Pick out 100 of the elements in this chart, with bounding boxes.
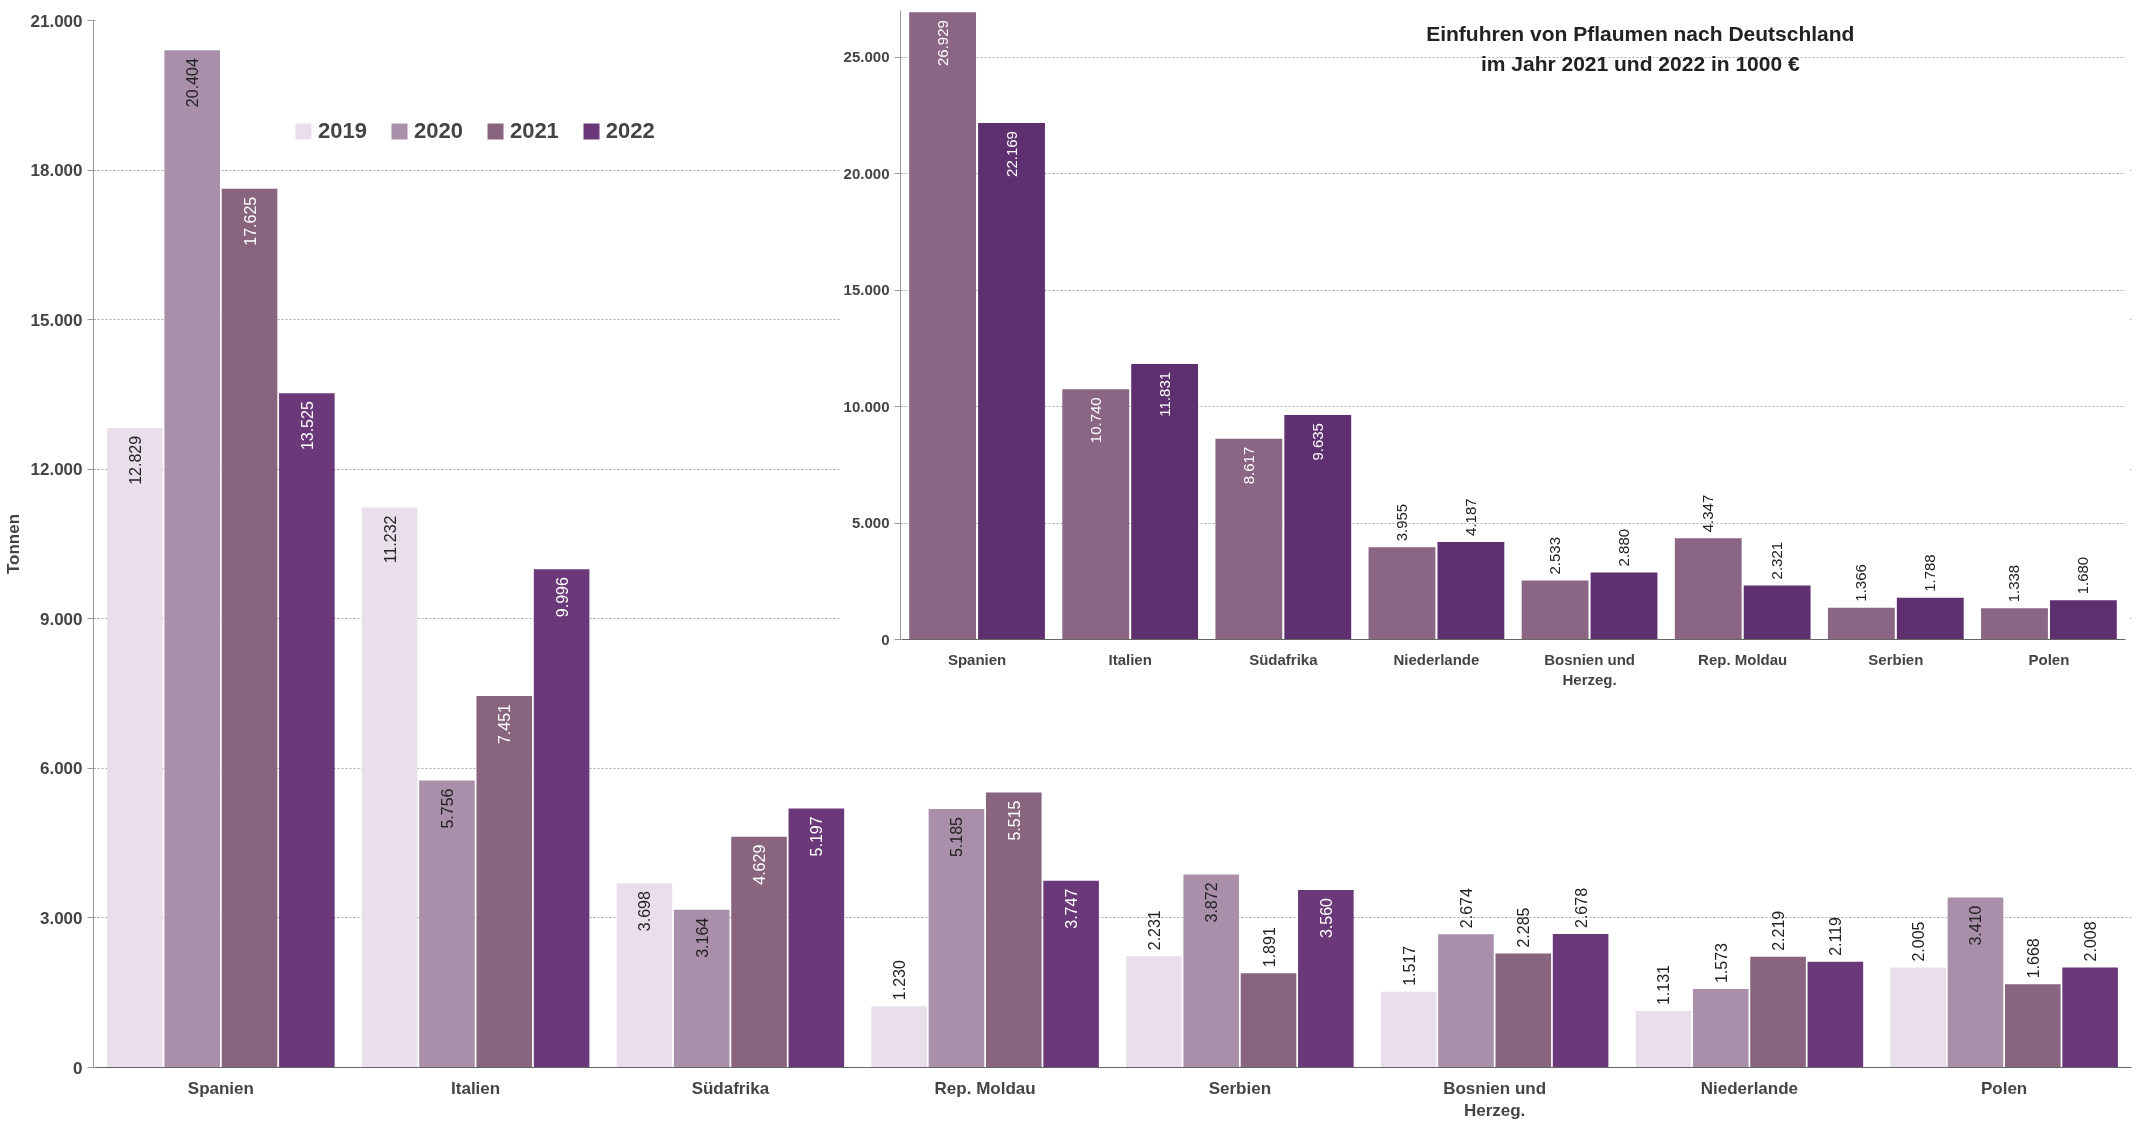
bar — [1215, 438, 1283, 640]
y-tick-label: 18.000 — [30, 161, 83, 181]
bar — [361, 507, 418, 1068]
x-tick-label: Bosnien und Herzeg. — [1544, 650, 1635, 688]
y-axis-title: Tonnen — [3, 513, 23, 575]
y-tick-label: 20.000 — [843, 164, 890, 182]
data-label: 3.164 — [693, 917, 711, 958]
data-label: 1.788 — [1921, 554, 1939, 592]
bar — [1062, 389, 1130, 640]
bar — [1590, 572, 1658, 640]
bar — [1183, 874, 1240, 1068]
y-tick-label: 0 — [881, 630, 890, 648]
bar — [1298, 890, 1354, 1068]
x-tick-label: Niederlande — [1700, 1078, 1799, 1098]
bar — [107, 427, 163, 1068]
y-tick-label: 9.000 — [39, 609, 83, 629]
data-label: 12.829 — [126, 435, 144, 485]
bar — [1437, 541, 1505, 640]
bar — [476, 696, 533, 1068]
legend-label: 2021 — [509, 118, 559, 144]
data-label: 2.321 — [1768, 541, 1786, 580]
x-tick-label: Spanien — [187, 1078, 254, 1098]
data-label: 3.560 — [1317, 897, 1335, 939]
data-label: 3.872 — [1203, 882, 1221, 923]
bar — [164, 50, 221, 1068]
bar — [1743, 585, 1811, 640]
data-label: 9.996 — [553, 577, 571, 618]
x-tick-label: Südafrika — [1249, 650, 1319, 668]
data-label: 3.410 — [1967, 905, 1985, 946]
data-label: 4.187 — [1461, 498, 1479, 536]
bar — [1827, 607, 1895, 640]
data-label: 1.517 — [1400, 945, 1418, 986]
bar — [871, 1006, 927, 1068]
data-label: 1.891 — [1260, 927, 1278, 968]
x-tick-label: Italien — [451, 1078, 501, 1098]
bar — [1043, 880, 1099, 1068]
data-label: 17.625 — [241, 196, 259, 246]
bar — [2049, 600, 2117, 640]
data-label: 2.678 — [1572, 887, 1590, 928]
bar — [788, 808, 845, 1068]
bar — [928, 808, 985, 1068]
bar — [1380, 991, 1437, 1068]
x-tick-label: Serbien — [1868, 650, 1924, 668]
x-tick-label: Italien — [1108, 650, 1152, 668]
bar — [1674, 538, 1742, 640]
data-label: 11.232 — [381, 515, 399, 564]
x-tick-label: Polen — [1980, 1078, 2028, 1098]
data-label: 5.197 — [808, 816, 826, 857]
data-label: 8.617 — [1239, 446, 1257, 485]
bar — [985, 792, 1042, 1068]
x-tick-label: Spanien — [947, 650, 1007, 668]
bar — [1495, 953, 1552, 1068]
data-label: 5.515 — [1005, 800, 1023, 841]
y-tick-label: 6.000 — [39, 759, 83, 779]
bar — [279, 393, 335, 1068]
y-tick-label: 0 — [73, 1058, 83, 1078]
bar — [419, 780, 475, 1068]
data-label: 4.347 — [1699, 494, 1717, 533]
data-label: 1.338 — [2005, 564, 2023, 603]
data-label: 2.005 — [1910, 921, 1928, 962]
bar — [1131, 363, 1199, 640]
data-label: 20.404 — [184, 58, 202, 108]
data-label: 3.955 — [1392, 503, 1410, 542]
y-tick-label: 10.000 — [843, 397, 890, 415]
data-label: 5.756 — [438, 788, 456, 829]
data-label: 2.231 — [1145, 910, 1163, 951]
bar — [1284, 415, 1352, 640]
bar — [1126, 956, 1182, 1068]
data-label: 13.525 — [298, 401, 316, 451]
bar — [1635, 1011, 1692, 1068]
data-label: 3.747 — [1063, 888, 1081, 929]
bar — [1947, 897, 2004, 1068]
bar — [2062, 967, 2118, 1068]
y-tick-label: 21.000 — [30, 11, 83, 31]
data-label: 1.131 — [1655, 964, 1673, 1006]
data-label: 1.230 — [891, 960, 909, 1001]
legend-label: 2020 — [413, 118, 463, 144]
data-label: 1.680 — [2074, 556, 2092, 595]
y-tick-label: 3.000 — [39, 908, 83, 928]
y-tick-label: 12.000 — [30, 460, 83, 480]
data-label: 2.533 — [1546, 536, 1564, 575]
data-label: 11.831 — [1155, 371, 1173, 417]
x-tick-label: Polen — [2028, 650, 2070, 668]
data-label: 9.635 — [1308, 423, 1326, 461]
bar — [1240, 973, 1297, 1068]
bar — [2004, 984, 2061, 1068]
bar — [1807, 961, 1864, 1068]
x-tick-label: Südafrika — [691, 1078, 770, 1098]
y-tick-label: 15.000 — [843, 281, 890, 299]
data-label: 3.698 — [636, 891, 654, 932]
text: Einfuhren von Pflaumen nach Deutschland im Jahr 2021 und 2022 in 1000 € — [1426, 21, 1855, 75]
data-label: 1.366 — [1852, 564, 1870, 602]
y-tick-label: 25.000 — [843, 48, 890, 66]
data-label: 2.285 — [1515, 907, 1533, 948]
data-label: 7.451 — [496, 703, 514, 745]
bar — [1890, 967, 1946, 1068]
y-tick-label: 5.000 — [851, 514, 890, 532]
bar — [1750, 956, 1806, 1068]
x-tick-label: Rep. Moldau — [1698, 650, 1788, 668]
bar — [1438, 934, 1494, 1068]
